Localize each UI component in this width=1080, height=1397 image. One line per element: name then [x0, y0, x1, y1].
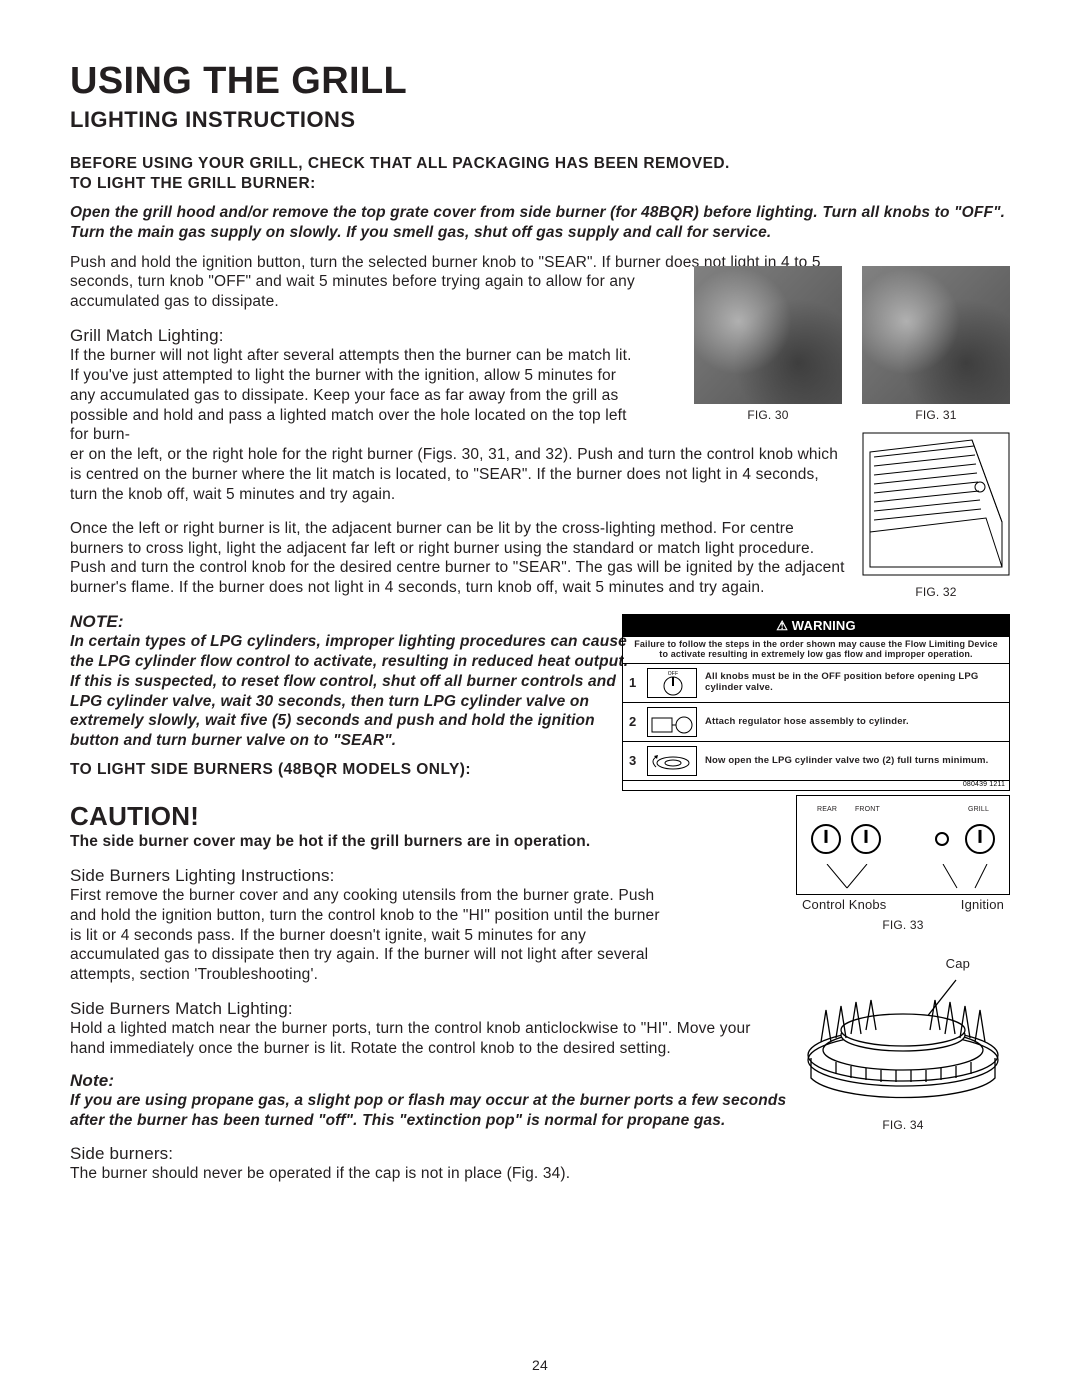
control-knob-icon — [811, 824, 841, 854]
figure-31-caption: FIG. 31 — [862, 408, 1010, 422]
ignition-label: Ignition — [961, 897, 1004, 912]
paragraph-match-a: If the burner will not light after sever… — [70, 346, 640, 445]
figure-row-top: FIG. 30 FIG. 31 — [694, 266, 1010, 422]
paragraph-side-burners: The burner should never be operated if t… — [70, 1164, 1010, 1184]
cylinder-valve-icon — [647, 746, 697, 776]
warning-step-number: 3 — [629, 753, 639, 768]
warning-step-number: 1 — [629, 675, 639, 690]
paragraph-side-instr: First remove the burner cover and any co… — [70, 886, 670, 985]
warning-subtitle: Failure to follow the steps in the order… — [623, 637, 1009, 664]
heading-before-using: BEFORE USING YOUR GRILL, CHECK THAT ALL … — [70, 155, 1010, 173]
ignition-button-icon — [935, 832, 949, 846]
warning-row-2-text: Attach regulator hose assembly to cylind… — [705, 717, 1003, 727]
paragraph-match-b: er on the left, or the right hole for th… — [70, 445, 850, 504]
paragraph-side-match: Hold a lighted match near the burner por… — [70, 1019, 790, 1059]
figure-30-caption: FIG. 30 — [694, 408, 842, 422]
figure-30: FIG. 30 — [694, 266, 842, 422]
warning-code: 080439 1211 — [623, 781, 1009, 790]
figure-32: FIG. 32 — [862, 432, 1010, 599]
match-photo-icon — [862, 266, 1010, 404]
knob-label: REAR — [817, 806, 837, 813]
figure-34-caption: FIG. 34 — [796, 1118, 1010, 1132]
regulator-attach-icon — [647, 707, 697, 737]
paragraph-cross-light: Once the left or right burner is lit, th… — [70, 519, 850, 598]
page-number: 24 — [532, 1357, 548, 1373]
figure-33: REAR FRONT GRILL Control Knobs Ignition … — [796, 795, 1010, 932]
warning-row-3: 3 Now open the LPG cylinder valve two (2… — [623, 742, 1009, 781]
warning-box: ⚠ WARNING Failure to follow the steps in… — [622, 614, 1010, 791]
control-panel-illustration: REAR FRONT GRILL — [796, 795, 1010, 895]
heading-side-burners: Side burners: — [70, 1144, 1010, 1164]
grill-photo-icon — [694, 266, 842, 404]
control-knobs-label: Control Knobs — [802, 897, 886, 912]
figure-31: FIG. 31 — [862, 266, 1010, 422]
paragraph-note1: In certain types of LPG cylinders, impro… — [70, 632, 640, 751]
panel-labels: Control Knobs Ignition — [796, 897, 1010, 912]
paragraph-note2: If you are using propane gas, a slight p… — [70, 1091, 790, 1131]
cap-label: Cap — [796, 956, 1010, 971]
paragraph-push-b: seconds, turn knob "OFF" and wait 5 minu… — [70, 272, 640, 312]
figure-32-caption: FIG. 32 — [862, 585, 1010, 599]
knob-label: FRONT — [855, 806, 880, 813]
knob-off-icon: OFF — [647, 668, 697, 698]
svg-text:OFF: OFF — [668, 671, 678, 677]
figure-34: Cap — [796, 956, 1010, 1132]
grill-corner-illustration-icon — [862, 432, 1010, 576]
warning-row-1: 1 OFF All knobs must be in the OFF posit… — [623, 664, 1009, 703]
warning-row-1-text: All knobs must be in the OFF position be… — [705, 672, 1003, 693]
knob-label: GRILL — [968, 806, 989, 813]
control-knob-icon — [965, 824, 995, 854]
section-heading: LIGHTING INSTRUCTIONS — [70, 107, 1010, 133]
figure-33-caption: FIG. 33 — [796, 918, 1010, 932]
page-title: USING THE GRILL — [70, 60, 1010, 103]
pointer-arrows-icon — [797, 864, 1011, 892]
paragraph-open-hood: Open the grill hood and/or remove the to… — [70, 203, 1010, 243]
warning-row-2: 2 Attach regulator hose assembly to cyli… — [623, 703, 1009, 742]
warning-step-number: 2 — [629, 714, 639, 729]
burner-cap-illustration-icon — [796, 971, 1010, 1109]
heading-to-light: TO LIGHT THE GRILL BURNER: — [70, 175, 1010, 193]
warning-row-3-text: Now open the LPG cylinder valve two (2) … — [705, 756, 1003, 766]
control-knob-icon — [851, 824, 881, 854]
warning-title: ⚠ WARNING — [623, 615, 1009, 637]
